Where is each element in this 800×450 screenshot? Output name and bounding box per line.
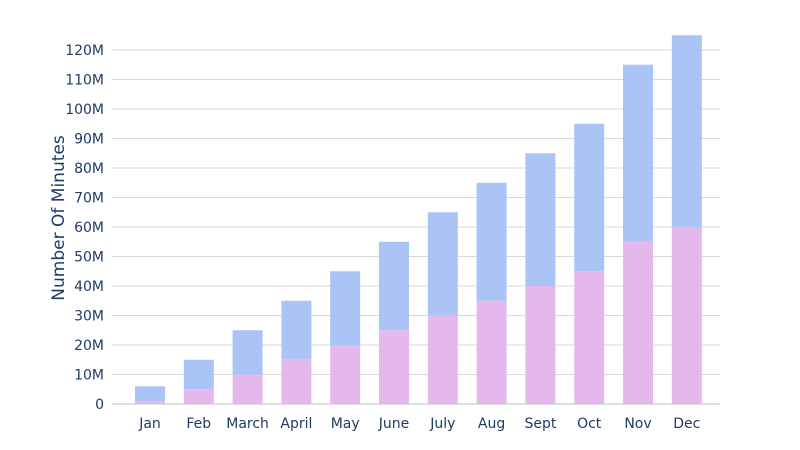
y-tick-label: 100M [65, 102, 104, 118]
bar-segment-lower [183, 389, 214, 404]
x-tick-label: Feb [186, 416, 211, 432]
bar-segment-upper [135, 386, 165, 402]
bar-segment-upper [281, 300, 312, 360]
bar-segment-lower [135, 401, 165, 404]
bar-segment-upper [330, 271, 361, 345]
y-axis-title: Number Of Minutes [49, 135, 69, 301]
bar-segment-lower [525, 286, 556, 404]
bar-segment-lower [623, 241, 653, 404]
y-tick-label: 20M [74, 338, 104, 354]
bar-segment-upper [183, 359, 214, 390]
y-tick-label: 30M [74, 309, 104, 325]
bars [135, 35, 702, 404]
gridlines [112, 49, 720, 405]
bar-segment-lower [232, 374, 263, 404]
x-tick-label: Nov [624, 416, 651, 432]
x-tick-label: Dec [673, 416, 700, 432]
y-tick-label: 80M [74, 161, 104, 177]
y-axis-ticks: 0 10M 20M 30M 40M 50M 60M 70M 80M 90M 100M 110M 120M [65, 43, 104, 413]
y-tick-label: 10M [74, 368, 104, 384]
y-tick-label: 70M [74, 191, 104, 207]
bar-segment-lower [281, 359, 312, 404]
y-tick-label: 50M [74, 250, 104, 266]
bar-segment-lower [330, 345, 361, 404]
y-tick-label: 40M [74, 279, 104, 295]
x-tick-label: Oct [577, 416, 602, 432]
bar-segment-lower [671, 227, 702, 404]
bar-segment-upper [476, 182, 507, 301]
x-tick-label: March [226, 416, 269, 432]
bar-segment-upper [671, 35, 702, 227]
bar-segment-upper [574, 123, 605, 272]
y-tick-label: 120M [65, 43, 104, 59]
bar-segment-upper [427, 212, 458, 316]
x-tick-label: Aug [478, 416, 505, 432]
bar-segment-lower [574, 271, 605, 404]
x-tick-label: April [280, 416, 312, 432]
x-tick-label: Sept [524, 416, 556, 432]
y-tick-label: 110M [65, 73, 104, 89]
x-tick-label: July [429, 416, 455, 432]
bar-segment-upper [232, 330, 263, 375]
bar-segment-upper [379, 241, 409, 331]
x-tick-label: June [378, 416, 410, 432]
bar-segment-lower [379, 330, 409, 404]
y-tick-label: 60M [74, 220, 104, 236]
y-tick-label: 0 [95, 397, 104, 413]
x-tick-label: May [331, 416, 360, 432]
bar-segment-lower [476, 300, 507, 404]
y-tick-label: 90M [74, 132, 104, 148]
x-axis-ticks: Jan Feb March April May June July Aug Sept Oct Nov… [138, 416, 700, 432]
bar-segment-upper [623, 64, 653, 242]
bar-segment-upper [525, 153, 556, 286]
x-tick-label: Jan [138, 416, 161, 432]
bar-segment-lower [427, 315, 458, 404]
